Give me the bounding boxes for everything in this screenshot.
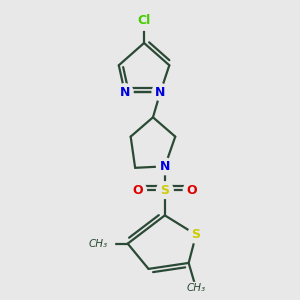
- Text: S: S: [192, 228, 201, 241]
- Text: N: N: [155, 85, 166, 98]
- Circle shape: [116, 84, 133, 100]
- Bar: [180, 282, 212, 295]
- Text: O: O: [186, 184, 197, 196]
- Circle shape: [183, 182, 200, 198]
- Text: N: N: [119, 85, 130, 98]
- Circle shape: [130, 182, 146, 198]
- Circle shape: [157, 182, 173, 198]
- Text: CH₃: CH₃: [187, 283, 206, 293]
- Text: N: N: [160, 160, 170, 173]
- Bar: [82, 237, 114, 250]
- Text: Cl: Cl: [137, 14, 151, 27]
- Circle shape: [134, 11, 154, 30]
- Text: CH₃: CH₃: [88, 238, 107, 249]
- Text: S: S: [160, 184, 169, 196]
- Circle shape: [188, 226, 204, 243]
- Circle shape: [157, 158, 173, 175]
- Text: O: O: [133, 184, 143, 196]
- Circle shape: [152, 84, 169, 100]
